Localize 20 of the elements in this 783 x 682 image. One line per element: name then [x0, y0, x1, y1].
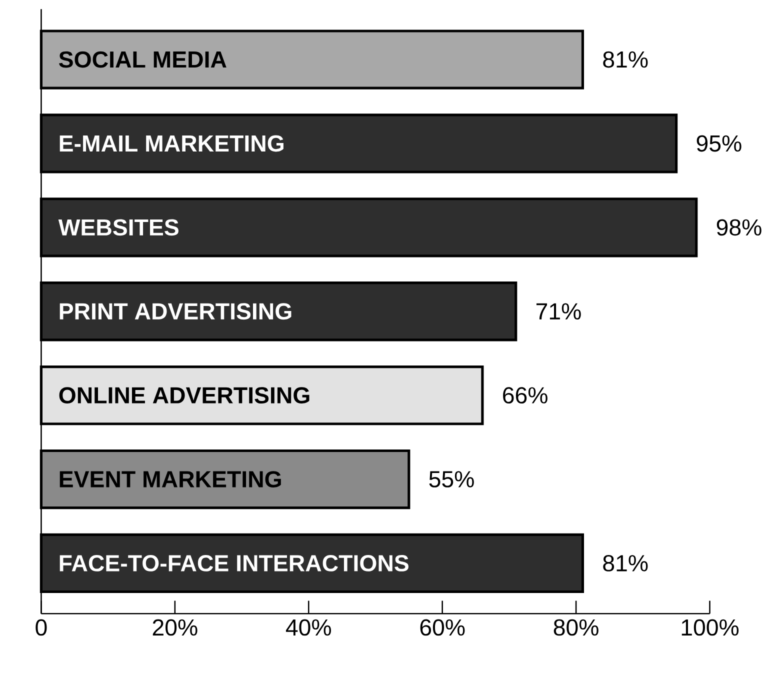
data-label: 95% [696, 135, 742, 152]
y-tick-label: PRINT ADVERTISING [60, 303, 292, 320]
x-tick-label: 100% [682, 619, 739, 636]
data-label: 55% [429, 471, 474, 488]
y-tick-label: ONLINE ADVERTISING [59, 387, 310, 404]
data-label: 98% [716, 219, 762, 236]
x-tick-label: 20% [152, 619, 198, 636]
data-label: 66% [503, 387, 548, 404]
y-tick-label: E-MAIL MARKETING [60, 135, 284, 152]
y-tick-label: SOCIAL MEDIA [59, 51, 226, 68]
data-label: 81% [603, 51, 648, 68]
data-label: 81% [603, 554, 648, 572]
x-tick-label: 40% [286, 619, 331, 636]
x-tick-label: 0 [36, 619, 47, 636]
y-tick-label: FACE-TO-FACE INTERACTIONS [60, 554, 408, 572]
y-tick-label: WEBSITES [58, 219, 178, 236]
y-tick-label: EVENT MARKETING [60, 470, 281, 488]
x-tick-label: 60% [420, 619, 465, 636]
data-label: 71% [536, 303, 581, 320]
x-tick-label: 80% [554, 619, 598, 636]
